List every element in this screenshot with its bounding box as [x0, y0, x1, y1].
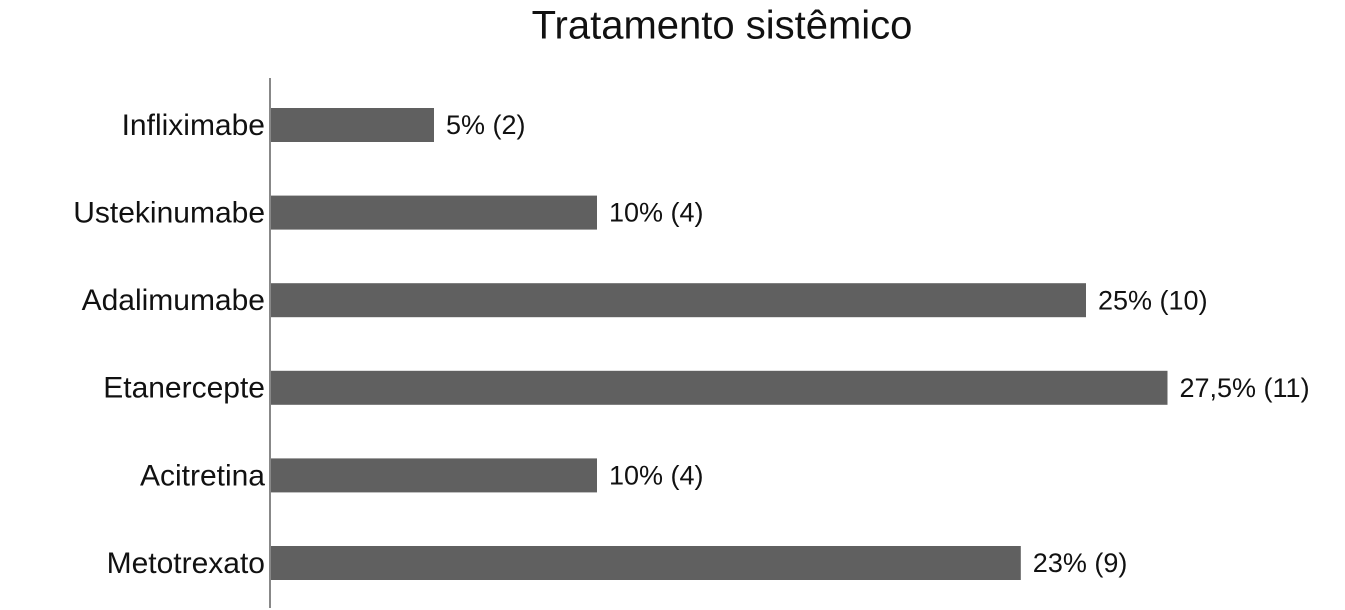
value-label: 23% (9) [1033, 548, 1128, 578]
value-label: 10% (4) [609, 198, 704, 228]
category-label: Ustekinumabe [73, 197, 265, 230]
bar [271, 370, 1168, 405]
bar [271, 283, 1086, 318]
bar [271, 546, 1021, 580]
value-label: 5% (2) [446, 110, 526, 140]
value-label: 10% (4) [609, 461, 704, 491]
category-label: Acitretina [140, 459, 265, 492]
bar [271, 108, 434, 142]
chart-title: Tratamento sistêmico [532, 4, 913, 48]
category-label: Infliximabe [122, 109, 265, 142]
value-label: 27,5% (11) [1180, 373, 1310, 403]
category-label: Metotrexato [107, 547, 265, 580]
category-label: Adalimumabe [82, 284, 265, 317]
bar [271, 458, 597, 493]
value-label: 25% (10) [1098, 285, 1208, 315]
bar [271, 195, 597, 230]
category-label: Etanercepte [103, 372, 265, 405]
